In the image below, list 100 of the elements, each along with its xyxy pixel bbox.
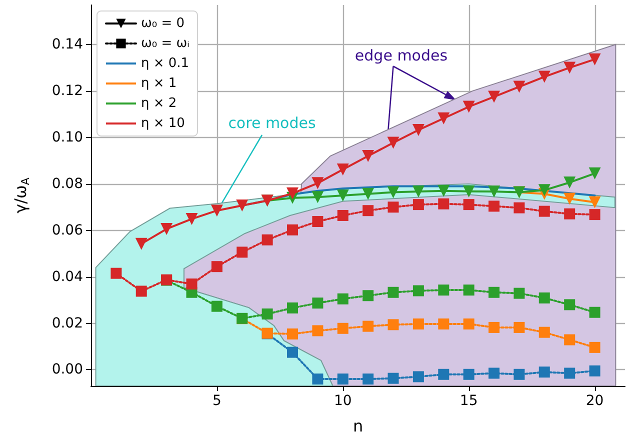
point xyxy=(538,184,550,196)
point xyxy=(388,319,399,330)
y-tick-label: 0.12 xyxy=(52,82,83,99)
annotation: core modes xyxy=(228,114,316,132)
point xyxy=(438,198,450,210)
point xyxy=(337,322,348,334)
point xyxy=(186,278,198,290)
point xyxy=(412,199,424,210)
point xyxy=(462,185,475,198)
point xyxy=(564,176,576,188)
point xyxy=(588,196,601,208)
point xyxy=(412,371,424,382)
point xyxy=(136,286,147,297)
point xyxy=(388,286,399,298)
y-tick-label: 0.06 xyxy=(52,222,84,238)
legend-label: η × 1 xyxy=(141,76,177,91)
point xyxy=(312,298,324,309)
point xyxy=(438,112,450,124)
x-tick-label: 20 xyxy=(586,393,604,409)
point xyxy=(160,222,173,235)
point xyxy=(514,202,525,214)
point xyxy=(262,308,273,320)
point xyxy=(538,366,550,378)
point xyxy=(588,167,601,180)
point xyxy=(287,346,298,358)
point xyxy=(186,212,198,225)
point xyxy=(287,302,298,314)
point xyxy=(312,177,324,190)
point xyxy=(462,100,475,113)
point xyxy=(589,342,600,353)
point xyxy=(564,368,576,379)
point xyxy=(135,238,148,250)
point xyxy=(564,299,576,310)
point xyxy=(388,372,399,384)
point xyxy=(337,210,348,221)
point xyxy=(438,318,450,330)
point xyxy=(211,261,222,272)
x-tick-label: 5 xyxy=(212,393,222,409)
point xyxy=(514,368,525,380)
y-tick-label: 0.02 xyxy=(52,315,83,332)
legend-label: η × 2 xyxy=(141,96,177,111)
point xyxy=(387,136,400,149)
point xyxy=(488,286,500,298)
point xyxy=(488,200,500,212)
point xyxy=(286,187,299,200)
y-axis-title: γ/ωA xyxy=(11,177,32,214)
point xyxy=(538,326,550,338)
x-tick-label: 15 xyxy=(460,393,478,409)
point xyxy=(564,208,576,220)
point xyxy=(463,199,474,210)
point xyxy=(412,124,424,136)
point xyxy=(210,204,223,217)
point xyxy=(514,322,525,333)
legend-label: ω₀ = ωᵢ xyxy=(141,36,190,51)
point xyxy=(438,184,450,197)
point xyxy=(564,334,576,346)
point xyxy=(312,374,324,385)
point xyxy=(438,284,450,296)
point xyxy=(110,268,122,279)
point xyxy=(538,206,550,217)
y-tick-label: 0.00 xyxy=(52,362,83,378)
legend-label: ω₀ = 0 xyxy=(141,16,185,31)
point xyxy=(412,285,424,296)
point xyxy=(362,150,374,162)
point xyxy=(438,368,450,380)
point xyxy=(564,192,576,205)
point xyxy=(589,306,600,318)
point xyxy=(336,190,349,202)
point xyxy=(488,90,500,103)
point xyxy=(362,320,374,332)
point xyxy=(513,80,526,93)
point xyxy=(564,62,576,74)
point xyxy=(589,365,600,376)
annotation: edge modes xyxy=(354,46,448,64)
y-tick-label: 0.04 xyxy=(52,268,84,285)
point xyxy=(337,293,348,304)
y-tick-label: 0.14 xyxy=(52,36,84,52)
point xyxy=(312,216,324,228)
point xyxy=(388,202,399,213)
point xyxy=(488,368,500,379)
point xyxy=(412,318,424,330)
point xyxy=(463,284,474,296)
point xyxy=(463,318,474,330)
point xyxy=(538,70,550,83)
point xyxy=(236,199,248,212)
point xyxy=(262,234,273,246)
point xyxy=(362,205,374,216)
point xyxy=(211,300,222,312)
point xyxy=(514,288,525,299)
point xyxy=(387,186,400,198)
point xyxy=(463,368,474,380)
point xyxy=(336,163,349,176)
point xyxy=(287,224,298,236)
point xyxy=(589,209,600,220)
point xyxy=(236,246,248,258)
point xyxy=(337,374,348,385)
point xyxy=(412,186,424,198)
point xyxy=(362,290,374,302)
legend-label: η × 10 xyxy=(141,116,185,131)
x-tick-label: 10 xyxy=(334,393,352,409)
